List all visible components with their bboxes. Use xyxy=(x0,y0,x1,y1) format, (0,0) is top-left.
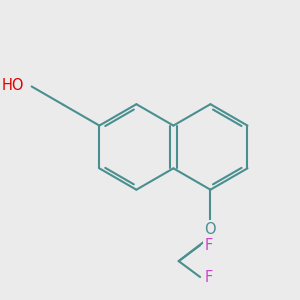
Text: HO: HO xyxy=(2,78,24,93)
Text: O: O xyxy=(205,222,216,237)
Text: F: F xyxy=(205,238,213,253)
Text: F: F xyxy=(205,269,213,284)
